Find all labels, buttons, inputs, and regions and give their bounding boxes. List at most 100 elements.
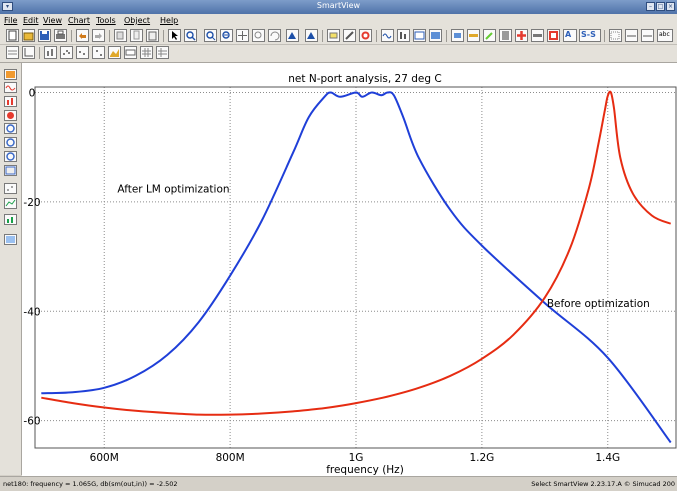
main-toolbar: A S-S abc: [0, 28, 677, 45]
smith-chart-icon[interactable]: [4, 110, 17, 121]
settings-panel-icon[interactable]: [4, 234, 17, 245]
secondary-toolbar: [0, 45, 677, 63]
before-optimization-label: Before optimization: [547, 298, 650, 310]
y-tick-label: 0: [29, 87, 36, 99]
save-icon[interactable]: [38, 29, 51, 42]
menu-view[interactable]: View: [43, 16, 62, 25]
zoom-out-icon[interactable]: [220, 29, 233, 42]
table-icon[interactable]: [413, 29, 426, 42]
abc-small-icon[interactable]: [124, 46, 137, 59]
chart-type-sidebar: [0, 63, 22, 475]
zoom-box-icon[interactable]: [184, 29, 197, 42]
scatter-icon[interactable]: [60, 46, 73, 59]
marker-icon[interactable]: [343, 29, 356, 42]
add-point-icon[interactable]: [515, 29, 528, 42]
y-tick-label: -40: [23, 306, 40, 318]
menu-object[interactable]: Object: [124, 16, 151, 25]
system-menu-button[interactable]: ▾: [2, 2, 13, 11]
menu-file[interactable]: File: [4, 16, 18, 25]
magic-icon[interactable]: [483, 29, 496, 42]
menu-tools[interactable]: Tools: [96, 16, 116, 25]
x-tick-label: 800M: [216, 452, 245, 464]
stack-icon[interactable]: [397, 29, 410, 42]
calc-icon[interactable]: [499, 29, 512, 42]
help-icon[interactable]: [359, 29, 372, 42]
import-icon[interactable]: [305, 29, 318, 42]
rect-select-icon[interactable]: [609, 29, 622, 42]
scatter-dense-icon[interactable]: [76, 46, 89, 59]
minimize-button[interactable]: –: [646, 2, 655, 11]
chart-svg: net N-port analysis, 27 deg C 600M 800M 1G…: [23, 73, 677, 476]
after-optimization-label: After LM optimization: [117, 184, 229, 196]
status-bar: net180: frequency = 1.065G, db(sm(out,in…: [0, 476, 677, 491]
redo-icon[interactable]: [92, 29, 105, 42]
status-message: Select SmartView 2.23.17.A © Simucad 200: [531, 480, 675, 488]
maximize-button[interactable]: □: [656, 2, 665, 11]
chart-title: net N-port analysis, 27 deg C: [288, 73, 441, 85]
x-tick-label: 1.2G: [469, 452, 494, 464]
image-icon[interactable]: [429, 29, 442, 42]
bar-icon[interactable]: [4, 96, 17, 107]
menu-chart[interactable]: Chart: [68, 16, 90, 25]
x-axis-label: frequency (Hz): [326, 464, 404, 476]
polar-2-icon[interactable]: [4, 137, 17, 148]
rotate-icon[interactable]: [268, 29, 281, 42]
chart-series: [41, 90, 672, 444]
chart-panel: net N-port analysis, 27 deg C 600M 800M 1G…: [22, 63, 677, 476]
abc-label-icon[interactable]: abc: [657, 29, 673, 42]
bar-chart-icon[interactable]: [451, 29, 464, 42]
zoom-fit-icon[interactable]: [252, 29, 265, 42]
x-tick-label: 1G: [349, 452, 364, 464]
title-bar: ▾ SmartView – □ ×: [0, 0, 677, 14]
ellipse-icon[interactable]: [641, 29, 654, 42]
ss-param-icon[interactable]: S-S: [579, 29, 601, 42]
plot-frame: [34, 86, 677, 449]
wave-icon[interactable]: [381, 29, 394, 42]
zoom-in-icon[interactable]: [204, 29, 217, 42]
cursor-readout: net180: frequency = 1.065G, db(sm(out,in…: [3, 480, 178, 488]
chart-axes: 600M 800M 1G 1.2G 1.4G 0 -20 -40 -60: [23, 86, 677, 464]
histogram-panel-icon[interactable]: [4, 214, 17, 225]
undo-icon[interactable]: [76, 29, 89, 42]
menu-edit[interactable]: Edit: [23, 16, 39, 25]
copy-icon[interactable]: [114, 29, 127, 42]
cut-icon[interactable]: [130, 29, 143, 42]
grid-panel-icon[interactable]: [4, 165, 17, 176]
polar-3-icon[interactable]: [4, 151, 17, 162]
table-grid-icon[interactable]: [140, 46, 153, 59]
bar-chart-small-icon[interactable]: [44, 46, 57, 59]
grid-toggle-icon[interactable]: [6, 46, 19, 59]
menu-help[interactable]: Help: [160, 16, 179, 25]
pan-icon[interactable]: [236, 29, 249, 42]
line-panel-icon[interactable]: [4, 198, 17, 209]
line-arrow-icon[interactable]: [625, 29, 638, 42]
y-tick-label: -60: [23, 416, 40, 428]
waveform-icon[interactable]: [4, 82, 17, 93]
palette-icon[interactable]: [4, 69, 17, 80]
export-icon[interactable]: [286, 29, 299, 42]
text-abc-icon[interactable]: A: [563, 29, 577, 42]
paste-icon[interactable]: [146, 29, 159, 42]
area-chart-icon[interactable]: [108, 46, 121, 59]
grid-icon[interactable]: [547, 29, 560, 42]
scale-icon[interactable]: [531, 29, 544, 42]
print-icon[interactable]: [54, 29, 67, 42]
axis-icon[interactable]: [22, 46, 35, 59]
y-tick-label: -20: [23, 197, 40, 209]
open-icon[interactable]: [22, 29, 35, 42]
after-optimization-curve: [41, 91, 672, 444]
before-optimization-curve: [41, 90, 672, 416]
menu-bar: File Edit View Chart Tools Object Help: [0, 14, 677, 28]
link-icon[interactable]: [327, 29, 340, 42]
table-grid2-icon[interactable]: [156, 46, 169, 59]
polar-icon[interactable]: [4, 123, 17, 134]
x-tick-label: 1.4G: [595, 452, 620, 464]
new-doc-icon[interactable]: [6, 29, 19, 42]
chart-grid: [35, 87, 677, 448]
scatter-sparse-icon[interactable]: [92, 46, 105, 59]
scatter-panel-icon[interactable]: [4, 183, 17, 194]
x-tick-label: 600M: [90, 452, 119, 464]
pointer-icon[interactable]: [168, 29, 181, 42]
ruler-icon[interactable]: [467, 29, 480, 42]
close-button[interactable]: ×: [666, 2, 675, 11]
